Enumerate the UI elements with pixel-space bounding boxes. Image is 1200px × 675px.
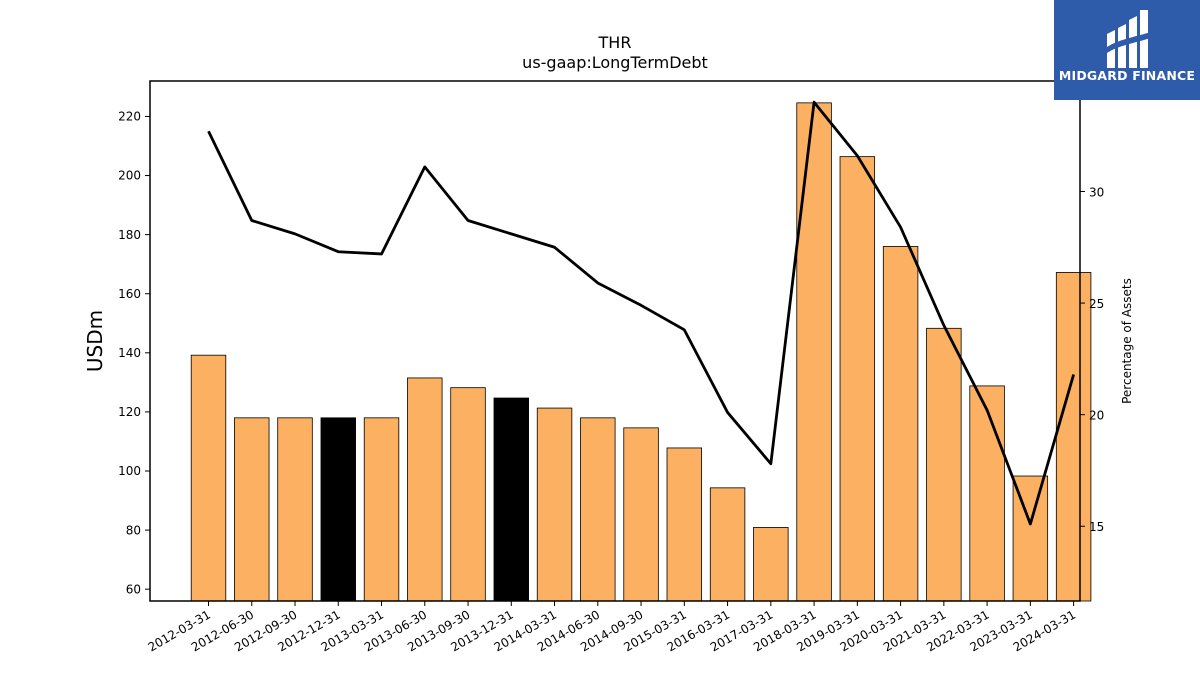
midgard-finance-logo: MIDGARD FINANCE [1054, 0, 1200, 100]
y2-tick-label: 25 [1089, 297, 1104, 311]
bar-2016-03-31 [709, 487, 746, 602]
bar-2024-03-31 [1055, 272, 1092, 602]
percentage-line [207, 100, 1075, 526]
y2-tick-label: 20 [1089, 409, 1104, 423]
bar-2012-06-30 [234, 417, 270, 602]
plot-frame [149, 80, 1081, 602]
bar-2014-06-30 [580, 417, 616, 602]
bar-2013-06-30 [407, 377, 443, 602]
bar-2021-03-31 [926, 327, 962, 602]
y-tick-label: 100 [118, 464, 141, 478]
bar-2013-09-30 [450, 387, 486, 602]
y2-tick-label: 30 [1089, 185, 1104, 199]
y2-tick-label: 15 [1089, 520, 1104, 534]
bar-2012-12-31 [320, 417, 356, 602]
bar-2019-03-31 [839, 156, 876, 602]
bar-2013-03-31 [363, 417, 400, 602]
bar-2014-09-30 [623, 427, 659, 602]
chart-subtitle: us-gaap:LongTermDebt [522, 53, 708, 72]
logo-mark-icon [1103, 10, 1151, 68]
bar-2012-03-31 [190, 354, 227, 602]
chart-title: THR [598, 33, 632, 52]
bar-2022-03-31 [969, 385, 1005, 602]
y-axis-label: USDm [83, 310, 107, 372]
bar-2013-12-31 [493, 397, 529, 602]
y-tick-label: 80 [126, 523, 141, 537]
bar-2018-03-31 [796, 102, 832, 602]
y-tick-label: 180 [118, 228, 141, 242]
y-tick-label: 220 [118, 110, 141, 124]
logo-text: MIDGARD FINANCE [1058, 68, 1196, 83]
bar-2017-03-31 [753, 527, 789, 602]
y-tick-label: 200 [118, 169, 141, 183]
y-tick-label: 120 [118, 405, 141, 419]
y-tick-label: 160 [118, 287, 141, 301]
bar-2020-03-31 [882, 246, 919, 602]
bar-2012-09-30 [277, 417, 313, 602]
y-tick-label: 140 [118, 346, 141, 360]
y-tick-label: 60 [126, 582, 141, 596]
y2-axis-label: Percentage of Assets [1120, 278, 1134, 404]
bar-2015-03-31 [666, 447, 703, 602]
bar-2014-03-31 [536, 407, 573, 602]
